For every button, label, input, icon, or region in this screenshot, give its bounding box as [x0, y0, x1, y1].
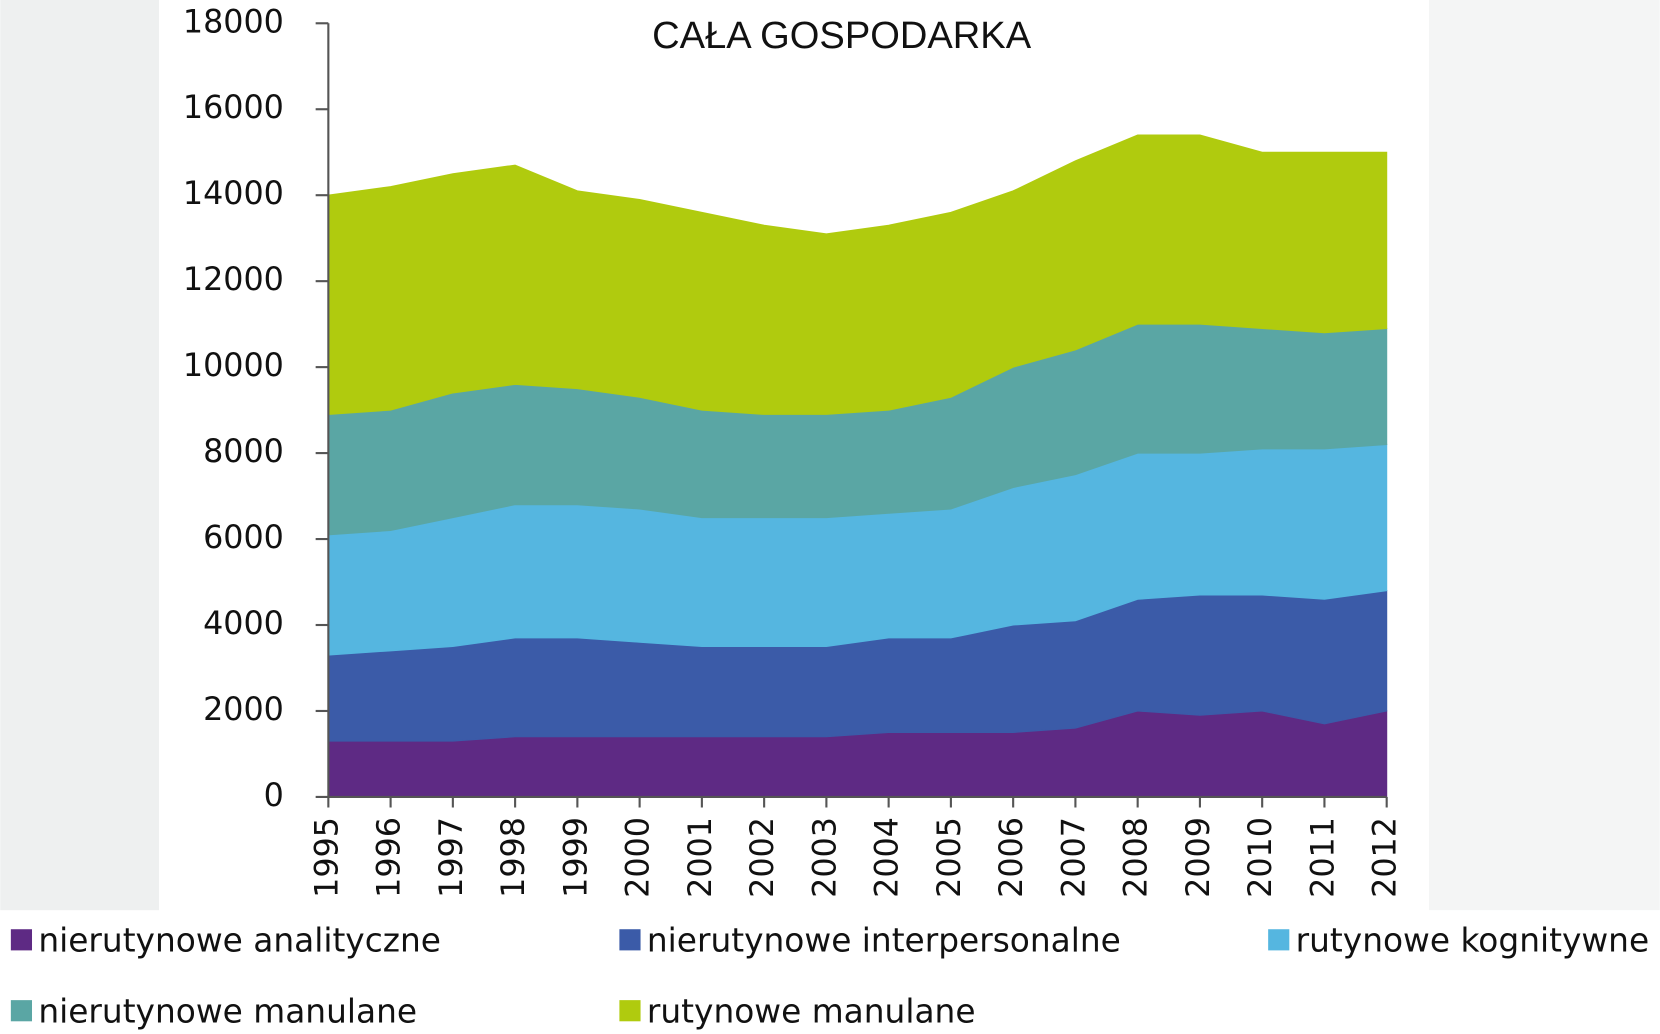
legend-label: nierutynowe manulane	[38, 992, 417, 1030]
y-tick-label: 16000	[183, 90, 284, 126]
legend-label: rutynowe manulane	[647, 992, 976, 1030]
x-tick-label: 2011	[1305, 817, 1341, 898]
y-tick-label: 2000	[203, 692, 284, 728]
x-tick-label: 1999	[558, 817, 594, 898]
x-tick-label: 1995	[309, 817, 345, 898]
x-tick-label: 2004	[870, 817, 906, 898]
background-panel	[0, 0, 160, 911]
legend-item: nierutynowe manulane	[10, 992, 417, 1030]
x-tick-label: 2009	[1181, 817, 1217, 898]
x-tick-label: 2002	[745, 817, 781, 898]
legend-swatch	[10, 929, 33, 951]
x-tick-label: 2000	[621, 817, 657, 898]
legend-item: nierutynowe interpersonalne	[619, 921, 1121, 959]
y-tick-label: 10000	[183, 348, 284, 384]
x-tick-label: 2005	[932, 817, 968, 898]
y-tick-label: 18000	[183, 4, 284, 40]
area	[327, 134, 1388, 415]
legend-swatch	[1268, 929, 1290, 951]
x-tick-label: 2010	[1243, 817, 1279, 898]
y-tick-label: 0	[264, 778, 284, 814]
legend-label: rutynowe kognitywne	[1296, 921, 1649, 959]
y-tick-label: 8000	[203, 434, 284, 470]
x-tick-label: 2007	[1056, 817, 1092, 898]
legend-label: nierutynowe analityczne	[38, 921, 441, 959]
chart-title: CAŁA GOSPODARKA	[652, 15, 1032, 57]
x-tick-label: 2006	[994, 817, 1030, 898]
x-tick-label: 1997	[434, 817, 470, 898]
x-tick-label: 2008	[1119, 817, 1155, 898]
plot-area	[327, 134, 1388, 798]
x-tick-label: 1996	[372, 817, 408, 898]
legend-item: rutynowe kognitywne	[1268, 921, 1649, 959]
y-tick-label: 12000	[183, 262, 284, 298]
x-tick-label: 2003	[807, 817, 843, 898]
x-tick-label: 2001	[683, 817, 719, 898]
axes: 0 2000 4000 6000 8000 10000 12000 14000 16000 180…	[183, 4, 1404, 898]
legend-swatch	[10, 1000, 33, 1022]
x-tick-label: 2012	[1368, 817, 1404, 898]
legend-swatch	[619, 1000, 641, 1022]
legend-item: nierutynowe analityczne	[10, 921, 441, 959]
legend-label: nierutynowe interpersonalne	[647, 921, 1121, 959]
x-tick-label: 1998	[496, 817, 532, 898]
legend-swatch	[619, 929, 641, 951]
legend-item: rutynowe manulane	[619, 992, 976, 1030]
y-tick-label: 6000	[203, 520, 284, 556]
y-tick-label: 14000	[183, 176, 284, 212]
y-tick-label: 4000	[203, 606, 284, 642]
background-panel	[1429, 0, 1660, 911]
